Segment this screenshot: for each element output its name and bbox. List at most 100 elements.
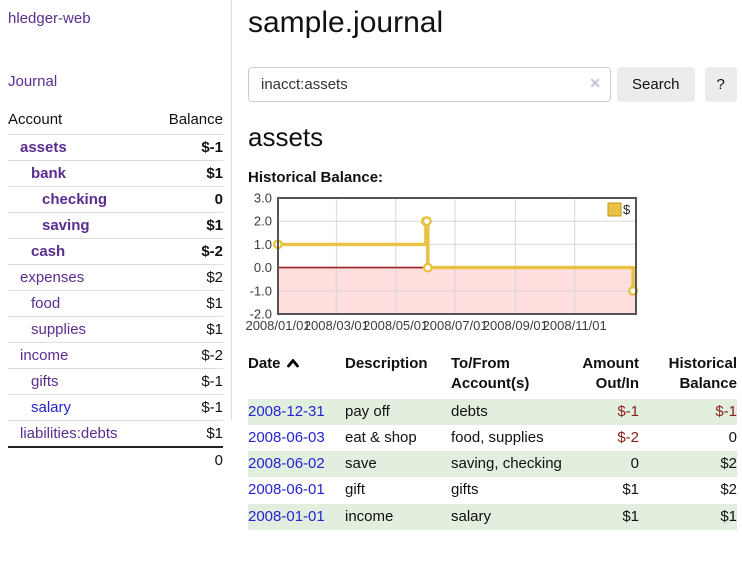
accounts-column-header: To/From Account(s) — [451, 355, 530, 393]
transaction-accounts: debts — [451, 402, 488, 420]
transaction-accounts: food, supplies — [451, 428, 544, 446]
sidebar: hledger-web Journal Account Balance asse… — [0, 0, 232, 473]
account-row: income $-2 — [8, 342, 223, 369]
account-row: gifts $-1 — [8, 368, 223, 395]
account-link-liabilities-debts[interactable]: liabilities:debts — [20, 425, 118, 442]
historical-balance-chart: $3.0 2.0 1.0 0.0 -1.0 -2.0 2008/01/01 2008/03/0… — [245, 191, 737, 338]
svg-text:2008/07/01: 2008/07/01 — [423, 318, 488, 333]
svg-text:-1.0: -1.0 — [250, 283, 272, 298]
transaction-description: eat & shop — [345, 428, 417, 446]
date-column-header[interactable]: Date — [248, 352, 345, 399]
account-row: expenses $2 — [8, 264, 223, 291]
svg-text:-2.0: -2.0 — [250, 307, 272, 322]
register-table: Date Description To/From Account(s) Amou… — [248, 352, 737, 530]
transaction-description: save — [345, 455, 377, 472]
search-button[interactable]: Search — [617, 67, 695, 102]
account-heading: assets — [248, 122, 324, 152]
transaction-balance: $2 — [720, 481, 737, 499]
account-row: checking 0 — [8, 186, 223, 213]
account-link-assets[interactable]: assets — [20, 139, 67, 156]
account-balance: $1 — [151, 316, 223, 343]
page-title: sample.journal — [248, 6, 444, 39]
account-row: bank $1 — [8, 160, 223, 187]
transaction-date-link[interactable]: 2008-12-31 — [248, 402, 325, 420]
svg-text:2.0: 2.0 — [254, 214, 272, 229]
register-row: 2008-12-31 pay off debts $-1 $-1 — [248, 398, 737, 425]
account-link-salary[interactable]: salary — [31, 399, 72, 416]
account-row: saving $1 — [8, 212, 223, 239]
account-link-cash[interactable]: cash — [31, 243, 66, 260]
search-form: ✕ Search ? — [248, 67, 737, 102]
clear-search-icon[interactable]: ✕ — [589, 75, 601, 91]
account-column-header: Account — [8, 111, 63, 128]
transaction-accounts: saving, checking — [451, 455, 562, 472]
account-link-bank[interactable]: bank — [31, 165, 67, 182]
transaction-date-link[interactable]: 2008-06-03 — [248, 428, 325, 446]
account-balance: $2 — [151, 264, 223, 291]
account-link-checking[interactable]: checking — [42, 191, 108, 208]
sidebar-item-journal[interactable]: Journal — [8, 73, 58, 90]
transaction-accounts: gifts — [451, 481, 479, 499]
accounts-table: Account Balance assets $-1 bank $1 check… — [8, 108, 223, 473]
transaction-date-link[interactable]: 2008-01-01 — [248, 507, 325, 525]
svg-text:0.0: 0.0 — [254, 260, 272, 275]
account-link-expenses[interactable]: expenses — [20, 269, 85, 286]
register-row: 2008-06-03 eat & shop food, supplies $-2… — [248, 425, 737, 451]
account-balance: $-2 — [151, 342, 223, 369]
account-balance: 0 — [151, 186, 223, 213]
register-row: 2008-06-02 save saving, checking 0 $2 — [248, 451, 737, 478]
transaction-date-link[interactable]: 2008-06-01 — [248, 481, 325, 499]
register-row: 2008-01-01 income salary $1 $1 — [248, 503, 737, 530]
register-header-row: Date Description To/From Account(s) Amou… — [248, 352, 737, 399]
amount-column-header: Amount Out/In — [582, 355, 639, 393]
description-column-header: Description — [345, 355, 428, 372]
account-balance: $1 — [151, 420, 223, 447]
account-balance: $1 — [151, 160, 223, 187]
svg-text:1.0: 1.0 — [254, 237, 272, 252]
account-balance: $-1 — [151, 368, 223, 395]
search-input[interactable] — [248, 67, 611, 102]
transaction-amount: $-1 — [617, 402, 639, 420]
account-link-supplies[interactable]: supplies — [31, 321, 87, 338]
account-row: assets $-1 — [8, 134, 223, 161]
transaction-amount: 0 — [630, 455, 639, 472]
account-row: supplies $1 — [8, 316, 223, 343]
sort-ascending-icon — [286, 359, 299, 368]
svg-text:2008/03/01: 2008/03/01 — [304, 318, 369, 333]
balance-column-header: Balance — [168, 111, 223, 128]
svg-text:3.0: 3.0 — [254, 191, 272, 206]
account-link-saving[interactable]: saving — [42, 217, 90, 234]
transaction-balance: $1 — [720, 507, 737, 525]
register-row: 2008-06-01 gift gifts $1 $2 — [248, 477, 737, 503]
transaction-balance: $-1 — [715, 402, 737, 420]
transaction-date-link[interactable]: 2008-06-02 — [248, 455, 325, 472]
transaction-accounts: salary — [451, 507, 492, 525]
brand-link[interactable]: hledger-web — [8, 10, 91, 27]
svg-text:2008/01/01: 2008/01/01 — [245, 318, 310, 333]
account-balance: $-1 — [151, 134, 223, 161]
transaction-amount: $-2 — [617, 428, 639, 446]
account-balance: $-1 — [151, 394, 223, 421]
account-link-food[interactable]: food — [31, 295, 61, 312]
transaction-balance: 0 — [728, 428, 737, 446]
balance-column-header: Historical Balance — [668, 355, 737, 393]
transaction-description: income — [345, 507, 394, 525]
account-row: liabilities:debts $1 — [8, 420, 223, 447]
account-row: salary $-1 — [8, 394, 223, 421]
account-row: food $1 — [8, 290, 223, 317]
accounts-total-row: 0 — [8, 446, 223, 473]
account-balance: $1 — [151, 290, 223, 317]
help-button[interactable]: ? — [704, 67, 737, 102]
transaction-description: gift — [345, 481, 366, 499]
account-balance: $1 — [151, 212, 223, 239]
search-input-wrap: ✕ — [248, 67, 611, 102]
svg-text:2008/09/01: 2008/09/01 — [483, 318, 548, 333]
transaction-amount: $1 — [622, 481, 639, 499]
app-layout: hledger-web Journal Account Balance asse… — [0, 0, 737, 530]
account-link-income[interactable]: income — [20, 347, 69, 364]
svg-text:2008/11/01: 2008/11/01 — [543, 318, 607, 333]
account-link-gifts[interactable]: gifts — [31, 373, 59, 390]
account-row: cash $-2 — [8, 238, 223, 265]
accounts-header-row: Account Balance — [8, 108, 223, 135]
transaction-description: pay off — [345, 402, 390, 420]
